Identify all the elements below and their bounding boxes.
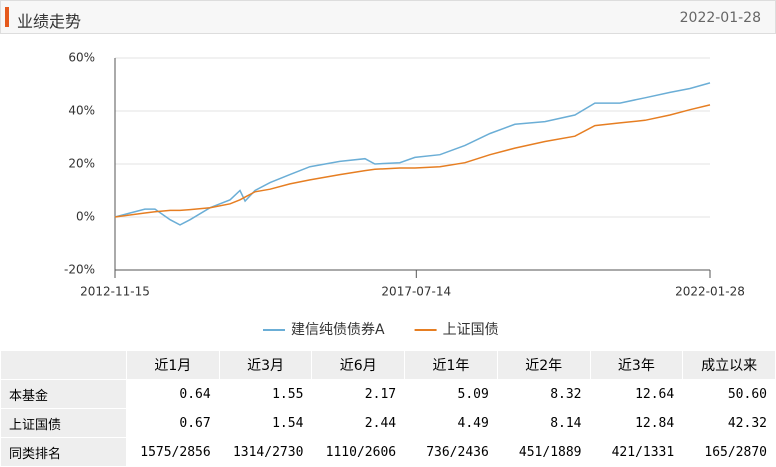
y-tick-label: 60% bbox=[68, 51, 95, 65]
table-row: 本基金 0.64 1.55 2.17 5.09 8.32 12.64 50.60 bbox=[0, 379, 776, 409]
accent-bar bbox=[5, 7, 9, 27]
y-tick-label: -20% bbox=[64, 263, 95, 277]
row-label: 上证国债 bbox=[0, 408, 127, 438]
legend-label: 上证国债 bbox=[443, 322, 499, 338]
series-line bbox=[114, 104, 711, 218]
table-cell: 165/2870 bbox=[682, 437, 776, 467]
table-cell: 50.60 bbox=[682, 379, 776, 409]
table-cell: 2.44 bbox=[311, 408, 406, 438]
table-cell: 12.64 bbox=[589, 379, 684, 409]
chart: -20% 0% 20% 40% 60% 2012-11-15 2017-07-14 2022-… bbox=[64, 51, 745, 339]
table-cell: 8.32 bbox=[496, 379, 591, 409]
x-tick-label: 2017-07-14 bbox=[381, 285, 451, 299]
table-cell: 1314/2730 bbox=[218, 437, 313, 467]
table-header: 近1月 近3月 近6月 近1年 近2年 近3年 成立以来 bbox=[0, 350, 776, 380]
table-cell: 1575/2856 bbox=[126, 437, 220, 467]
table-cell: 451/1889 bbox=[496, 437, 591, 467]
column-header: 近1月 bbox=[126, 350, 220, 380]
table-cell: 0.64 bbox=[126, 379, 220, 409]
table-cell: 0.67 bbox=[126, 408, 220, 438]
table-cell: 12.84 bbox=[589, 408, 684, 438]
performance-table: 近1月 近3月 近6月 近1年 近2年 近3年 成立以来 本基金 0.64 1.55 2.17 5.0… bbox=[0, 350, 776, 467]
table-cell: 4.49 bbox=[404, 408, 498, 438]
row-label: 同类排名 bbox=[0, 437, 127, 467]
table-cell: 736/2436 bbox=[404, 437, 498, 467]
table-cell: 421/1331 bbox=[589, 437, 684, 467]
column-header: 成立以来 bbox=[682, 350, 776, 380]
corner-cell bbox=[0, 350, 127, 380]
column-header: 近1年 bbox=[404, 350, 498, 380]
header-date: 2022-01-28 bbox=[679, 10, 761, 26]
table-cell: 42.32 bbox=[682, 408, 776, 438]
header: 业绩走势 2022-01-28 bbox=[0, 0, 776, 34]
row-label: 本基金 bbox=[0, 379, 127, 409]
table-cell: 1110/2606 bbox=[311, 437, 406, 467]
table-cell: 1.54 bbox=[218, 408, 313, 438]
table-cell: 2.17 bbox=[311, 379, 406, 409]
section-title: 业绩走势 bbox=[17, 12, 82, 31]
column-header: 近2年 bbox=[496, 350, 591, 380]
table-cell: 1.55 bbox=[218, 379, 313, 409]
table-cell: 5.09 bbox=[404, 379, 498, 409]
x-tick-label: 2012-11-15 bbox=[80, 285, 150, 299]
y-tick-label: 20% bbox=[68, 157, 95, 171]
table-row: 同类排名 1575/2856 1314/2730 1110/2606 736/2436 4… bbox=[0, 437, 776, 467]
table-cell: 8.14 bbox=[496, 408, 591, 438]
x-tick-label: 2022-01-28 bbox=[675, 285, 745, 299]
table-row: 上证国债 0.67 1.54 2.44 4.49 8.14 12.84 42.32 bbox=[0, 408, 776, 438]
legend-label: 建信纯债债券A bbox=[291, 322, 385, 338]
series-line bbox=[114, 82, 711, 226]
column-header: 近3年 bbox=[589, 350, 684, 380]
column-header: 近3月 bbox=[218, 350, 313, 380]
y-tick-label: 0% bbox=[76, 210, 95, 224]
y-tick-label: 40% bbox=[68, 104, 95, 118]
column-header: 近6月 bbox=[311, 350, 406, 380]
